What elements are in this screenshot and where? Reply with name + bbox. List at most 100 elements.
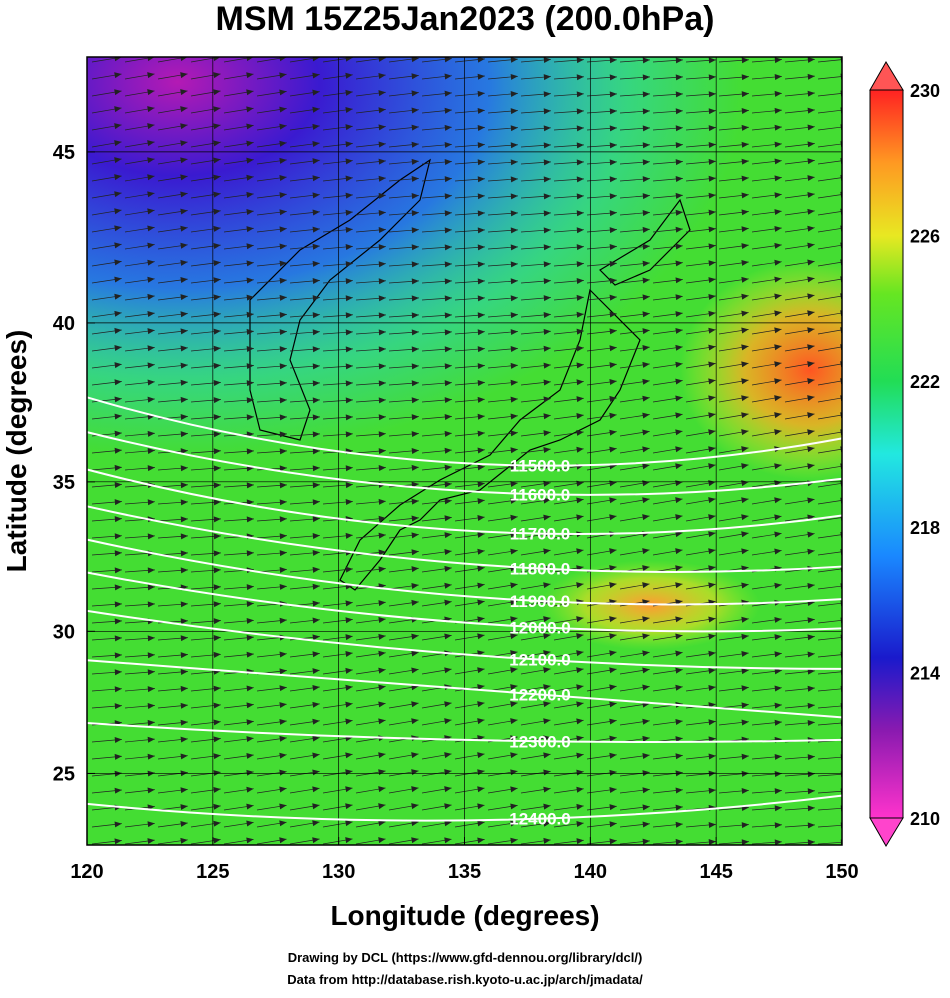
plot: 120 125 130 135 140 145 150 25 30 35 40 45 210 214 218… [53, 57, 940, 883]
wind-arrow-head [246, 837, 254, 844]
wind-arrow-head [708, 463, 716, 470]
wind-arrow-head [312, 414, 320, 421]
wind-arrow-head [807, 175, 815, 182]
wind-arrow-head [477, 413, 485, 420]
wind-arrow-head [576, 244, 584, 251]
wind-arrow-head [411, 414, 419, 421]
wind-arrow-head [807, 124, 815, 131]
wind-arrow-head [345, 363, 353, 370]
wind-arrow-head [774, 668, 782, 675]
wind-arrow-head [312, 668, 320, 675]
wind-arrow [817, 551, 842, 556]
wind-arrow-head [180, 345, 188, 352]
wind-arrow-head [411, 175, 419, 182]
wind-arrow-head [378, 532, 386, 539]
wind-arrow-head [774, 822, 782, 829]
colorbar-tick-label: 230 [910, 81, 940, 101]
wind-arrow-head [543, 837, 551, 844]
wind-arrow-head [708, 344, 716, 351]
wind-arrow-head [147, 57, 155, 62]
wind-arrow-head [708, 192, 716, 199]
wind-arrow-head [279, 123, 287, 130]
wind-arrow-head [708, 277, 716, 284]
wind-arrow-head [345, 158, 353, 165]
contour-line [86, 794, 843, 822]
wind-arrow-head [708, 226, 716, 233]
wind-arrow-head [378, 803, 386, 810]
wind-arrow-head [576, 125, 584, 132]
wind-arrow-head [642, 582, 650, 589]
wind-arrow-head [675, 142, 683, 149]
wind-arrow-head [246, 769, 254, 776]
wind-arrow-head [246, 191, 254, 198]
wind-arrow-head [510, 73, 518, 80]
wind-arrow-head [543, 480, 551, 487]
wind-arrow-head [114, 770, 122, 777]
wind-arrow-head [147, 379, 155, 386]
wind-arrow-head [609, 244, 617, 250]
wind-arrow-head [147, 293, 155, 300]
wind-arrow-head [576, 718, 584, 725]
wind-arrow-head [213, 533, 221, 540]
wind-arrow-head [114, 838, 122, 845]
wind-arrow-head [279, 380, 287, 387]
wind-arrow-head [609, 701, 617, 708]
wind-arrow-head [444, 380, 452, 387]
wind-arrow-head [543, 278, 551, 285]
wind-arrow-head [312, 158, 320, 165]
wind-arrow-head [774, 753, 782, 760]
wind-arrow [817, 312, 842, 318]
wind-arrow-head [279, 397, 287, 404]
wind-arrow-head [378, 431, 386, 438]
wind-arrow-head [246, 820, 254, 827]
wind-arrow-head [147, 465, 155, 472]
wind-arrow-head [609, 616, 617, 623]
wind-arrow-head [807, 754, 815, 761]
wind-arrow-head [345, 226, 353, 233]
wind-arrow-head [114, 310, 122, 317]
wind-arrow-head [213, 685, 221, 692]
wind-arrow-head [114, 821, 122, 828]
wind-arrow-head [345, 566, 353, 573]
wind-arrow-head [708, 839, 716, 845]
wind-arrow-head [708, 446, 716, 453]
wind-arrow-head [378, 549, 386, 556]
wind-arrow-head [114, 652, 122, 659]
wind-arrow-head [642, 735, 650, 742]
wind-arrow-head [246, 363, 254, 370]
wind-arrow-head [246, 174, 254, 181]
wind-arrow-head [180, 465, 188, 472]
wind-arrow-head [675, 125, 683, 132]
wind-arrow [817, 211, 842, 216]
wind-arrow-head [741, 719, 749, 726]
wind-arrow-head [609, 91, 617, 98]
wind-arrow [817, 126, 842, 131]
wind-arrow-head [312, 516, 320, 523]
wind-arrow [817, 722, 842, 726]
wind-arrow-head [444, 464, 452, 471]
wind-arrow-head [741, 668, 749, 675]
wind-arrow-head [114, 345, 122, 352]
wind-arrow-head [279, 718, 287, 725]
wind-arrow-head [741, 57, 749, 64]
wind-arrow-head [510, 379, 518, 386]
wind-arrow-head [576, 769, 584, 776]
wind-arrow-head [675, 667, 683, 674]
wind-arrow-head [774, 141, 782, 148]
wind-arrow-head [444, 295, 452, 302]
wind-arrow-head [147, 242, 155, 249]
wind-arrow-head [576, 193, 584, 200]
wind-arrow-head [774, 395, 782, 402]
wind-arrow-head [609, 684, 617, 691]
wind-arrow-head [675, 446, 683, 453]
wind-arrow-head [411, 397, 419, 404]
wind-arrow-head [444, 124, 452, 131]
wind-arrow-head [477, 210, 485, 217]
wind-arrow-head [708, 548, 716, 555]
wind-arrow-head [642, 667, 650, 674]
wind-arrow-head [213, 499, 221, 506]
wind-arrow-head [642, 463, 650, 470]
wind-arrow-head [378, 515, 386, 522]
wind-arrow-head [642, 548, 650, 555]
wind-arrow-head [807, 90, 815, 97]
